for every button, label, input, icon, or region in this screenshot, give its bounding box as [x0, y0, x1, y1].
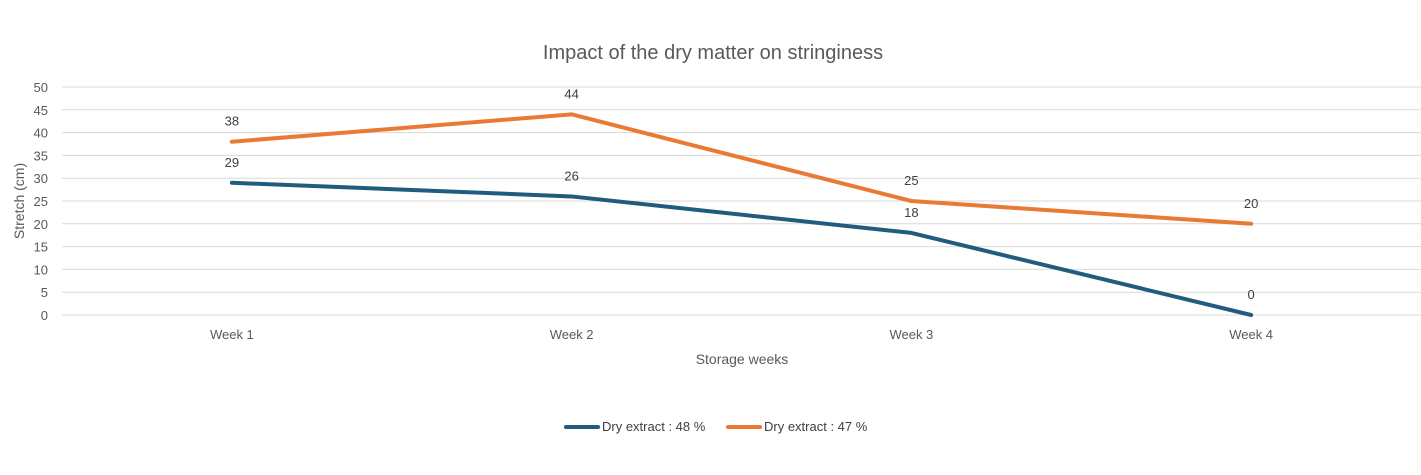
data-label: 26 — [564, 168, 578, 183]
legend-label: Dry extract : 47 % — [764, 419, 868, 434]
x-tick-label: Week 2 — [550, 327, 594, 342]
data-label: 29 — [225, 155, 239, 170]
y-axis-label: Stretch (cm) — [11, 163, 27, 239]
data-label: 44 — [564, 86, 578, 101]
data-labels: 29 26 18 0 38 44 25 20 — [225, 86, 1259, 302]
data-label: 18 — [904, 205, 918, 220]
y-tick-label: 15 — [34, 240, 48, 255]
x-tick-label: Week 3 — [889, 327, 933, 342]
y-tick-label: 50 — [34, 80, 48, 95]
y-tick-label: 0 — [41, 308, 48, 323]
series-lines — [229, 112, 1254, 317]
y-tick-label: 45 — [34, 103, 48, 118]
series-line-2 — [229, 112, 1254, 226]
y-tick-label: 20 — [34, 217, 48, 232]
x-axis-ticks: Week 1 Week 2 Week 3 Week 4 — [210, 327, 1273, 342]
chart-title: Impact of the dry matter on stringiness — [543, 42, 883, 64]
x-axis-label: Storage weeks — [696, 351, 789, 367]
legend-label: Dry extract : 48 % — [602, 419, 706, 434]
data-label: 38 — [225, 114, 239, 129]
x-tick-label: Week 4 — [1229, 327, 1273, 342]
y-tick-label: 30 — [34, 171, 48, 186]
y-tick-label: 5 — [41, 285, 48, 300]
gridlines — [62, 86, 1421, 316]
y-tick-label: 35 — [34, 148, 48, 163]
y-tick-label: 10 — [34, 262, 48, 277]
data-label: 20 — [1244, 196, 1258, 211]
y-tick-label: 40 — [34, 126, 48, 141]
series-line-1 — [229, 180, 1254, 317]
y-tick-label: 25 — [34, 194, 48, 209]
y-axis-ticks: 0 5 10 15 20 25 30 35 40 45 50 — [34, 80, 48, 323]
legend: Dry extract : 48 % Dry extract : 47 % — [564, 419, 868, 434]
data-label: 0 — [1248, 287, 1255, 302]
x-tick-label: Week 1 — [210, 327, 254, 342]
data-label: 25 — [904, 173, 918, 188]
